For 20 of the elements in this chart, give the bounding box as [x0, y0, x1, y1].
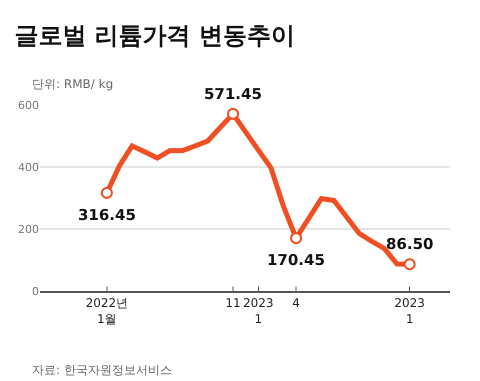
point: [290, 232, 302, 244]
chart-subtitle: 단위: RMB/ kg: [32, 77, 114, 91]
annotation: 170.45: [267, 251, 325, 269]
x-tick-label: 4: [292, 296, 300, 310]
y-tick-label: 400: [18, 160, 39, 174]
text: 자료: 한국자원정보서비스: [32, 363, 172, 377]
x-tick-label: 2022년 1월: [86, 296, 128, 326]
x-tick-label: 2023 1: [242, 296, 274, 326]
y-tick-label: 200: [18, 222, 39, 236]
annotation: 571.45: [204, 85, 262, 103]
y-tick-label: 0: [32, 284, 39, 298]
x-tick-label: 11: [225, 296, 241, 310]
point: [404, 258, 416, 270]
x-tick-label: 2023 1: [394, 296, 425, 326]
annotation: 86.50: [386, 235, 434, 253]
y-tick-label: 600: [18, 98, 39, 112]
annotation: 316.45: [78, 206, 136, 224]
chart-title: 글로벌 리튬가격 변동추이: [14, 21, 296, 50]
point: [227, 108, 240, 120]
point: [100, 186, 113, 199]
